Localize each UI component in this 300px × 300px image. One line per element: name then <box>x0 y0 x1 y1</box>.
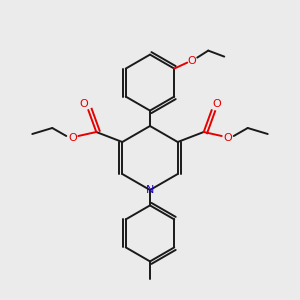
Text: O: O <box>68 133 77 143</box>
Text: N: N <box>146 185 154 195</box>
Text: O: O <box>212 99 221 109</box>
Text: O: O <box>188 56 197 66</box>
Text: O: O <box>223 133 232 143</box>
Text: O: O <box>79 99 88 109</box>
